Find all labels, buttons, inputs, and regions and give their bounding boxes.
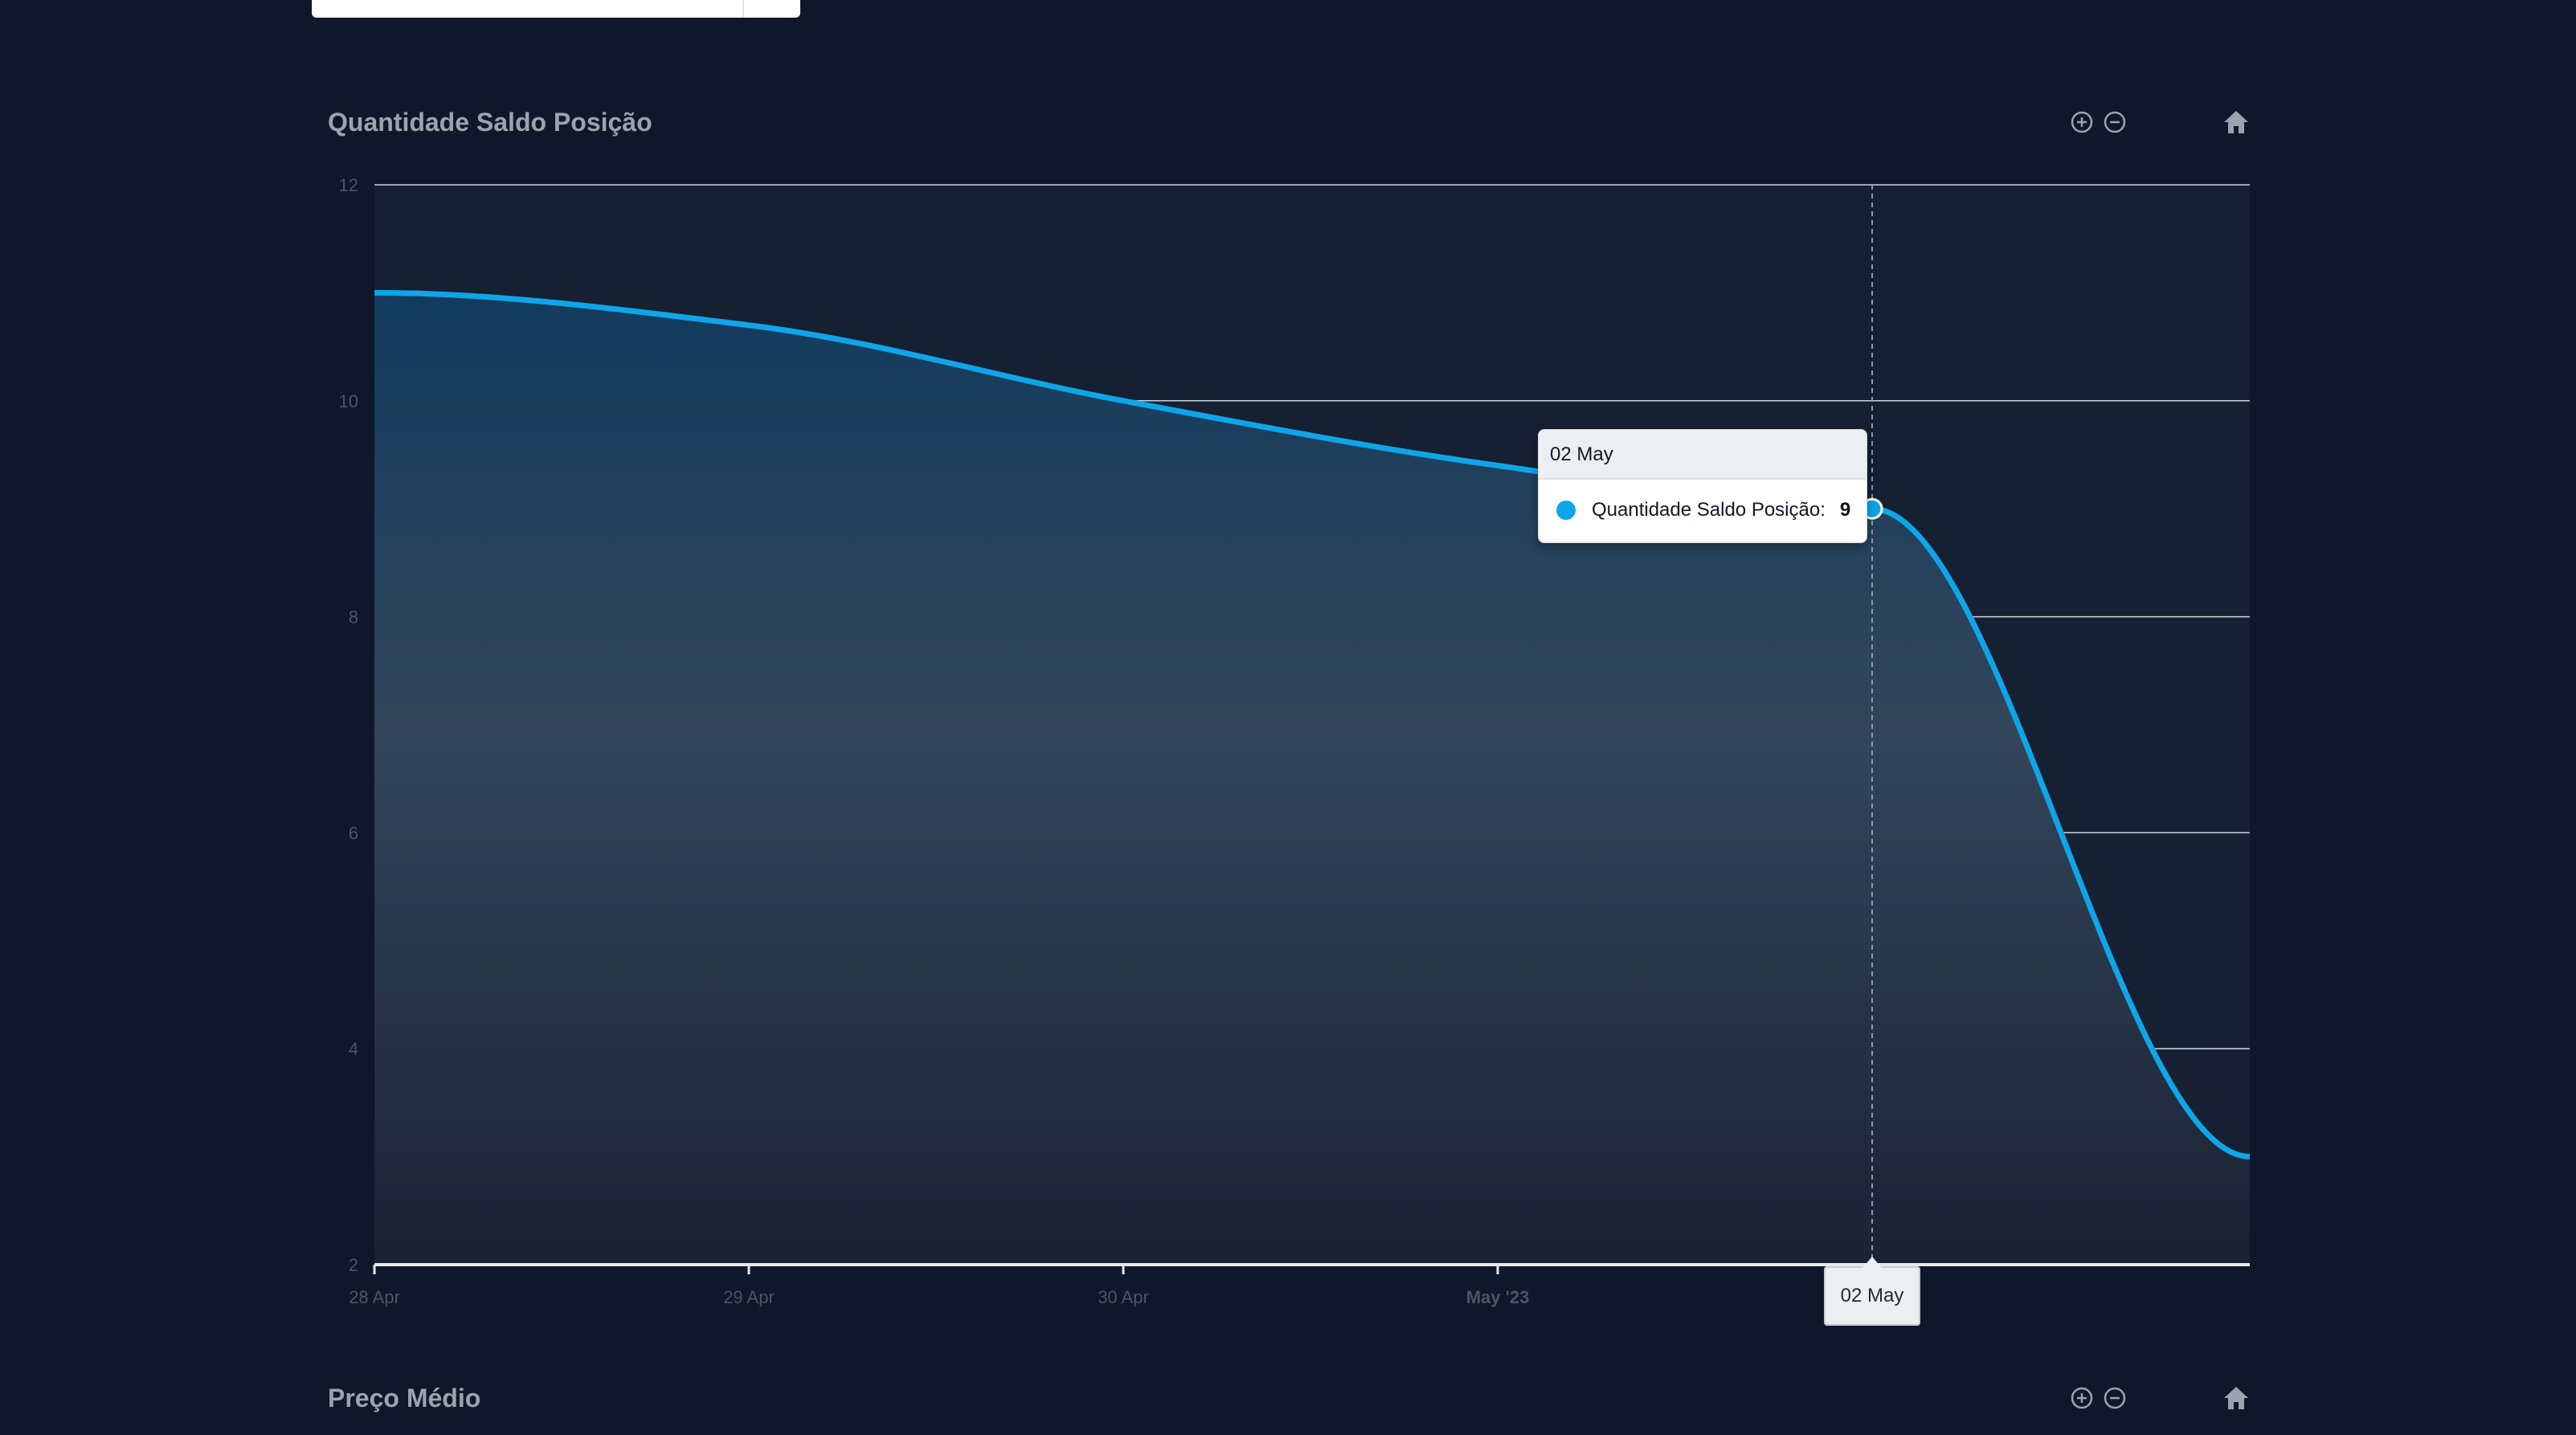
crosshair-x-label: 02 May xyxy=(1824,1257,1920,1326)
tooltip-series-label: Quantidade Saldo Posição: xyxy=(1592,499,1826,521)
x-tick-label: 28 Apr xyxy=(349,1287,400,1307)
crosshair-label-arrow xyxy=(1862,1257,1882,1268)
zoom-out-icon[interactable] xyxy=(2103,110,2127,134)
home-icon[interactable] xyxy=(2222,109,2250,135)
crosshair-x-label-text: 02 May xyxy=(1840,1285,1904,1306)
tooltip-series-value: 9 xyxy=(1839,499,1851,521)
tooltip-series-dot xyxy=(1556,501,1576,520)
x-tick-label: 30 Apr xyxy=(1098,1287,1149,1307)
chart-title: Quantidade Saldo Posição xyxy=(328,108,652,137)
zoom-out-icon[interactable] xyxy=(2103,1386,2127,1410)
home-icon[interactable] xyxy=(2222,1385,2250,1411)
tooltip-date: 02 May xyxy=(1539,430,1867,480)
select-divider xyxy=(742,0,744,18)
series-line xyxy=(374,289,2251,1160)
chart-title-2: Preço Médio xyxy=(328,1384,481,1413)
y-tick-label: 10 xyxy=(339,391,358,411)
y-tick-label: 4 xyxy=(349,1039,358,1059)
zoom-in-icon[interactable] xyxy=(2070,110,2094,134)
x-tick-label: May '23 xyxy=(1466,1287,1530,1307)
zoom-in-icon[interactable] xyxy=(2070,1386,2094,1410)
y-tick-label: 6 xyxy=(349,823,358,843)
tooltip-series-row: Quantidade Saldo Posição: 9 xyxy=(1539,480,1867,541)
y-tick-label: 12 xyxy=(339,175,358,195)
x-tick-label: 29 Apr xyxy=(723,1287,775,1307)
top-select-input[interactable] xyxy=(312,0,800,18)
tooltip: 02 May Quantidade Saldo Posição: 9 xyxy=(1538,429,1867,543)
y-tick-label: 2 xyxy=(349,1255,358,1275)
y-tick-label: 8 xyxy=(349,607,358,628)
